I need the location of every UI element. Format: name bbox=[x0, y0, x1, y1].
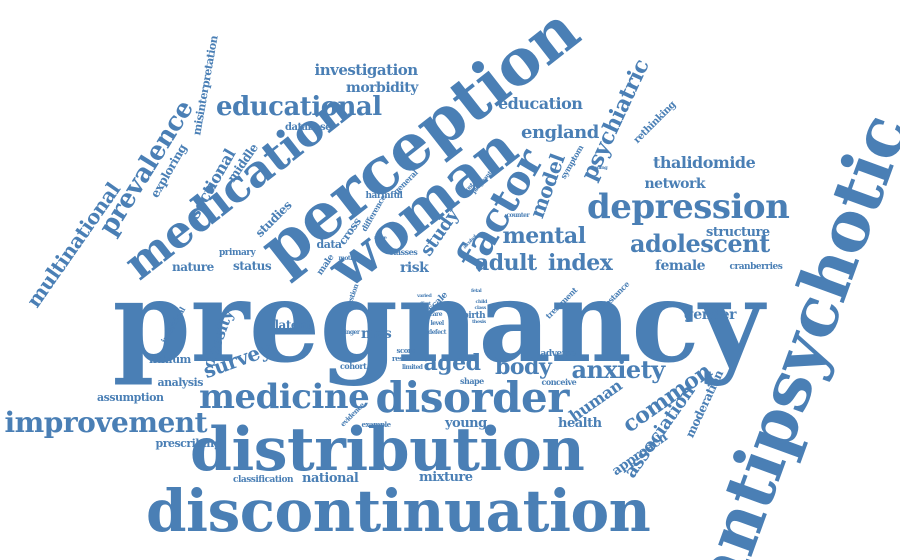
word-varied: varied bbox=[417, 292, 432, 299]
word-anxiety: anxiety bbox=[571, 355, 666, 384]
word-lithium: lithium bbox=[149, 352, 191, 366]
word-result: result bbox=[392, 353, 413, 363]
word-index: index bbox=[548, 250, 613, 276]
word-network: network bbox=[644, 176, 706, 192]
word-mixture: mixture bbox=[419, 469, 473, 485]
word-morbidity: morbidity bbox=[346, 80, 418, 96]
word-health: health bbox=[558, 415, 602, 431]
word-example: example bbox=[361, 419, 392, 429]
word-pregnancy: pregnancy bbox=[112, 257, 765, 388]
word-care: care bbox=[429, 311, 443, 318]
word-counter: counter bbox=[506, 212, 530, 219]
word-database: database bbox=[285, 122, 332, 133]
word-psychiatric: psychiatric bbox=[575, 55, 655, 185]
word-harmful: harmful bbox=[365, 190, 403, 201]
word-structure: structure bbox=[706, 224, 770, 240]
word-classes: classes bbox=[389, 247, 418, 257]
word-depression: depression bbox=[587, 187, 790, 227]
word-aged: aged bbox=[423, 350, 482, 376]
word-finding: finding bbox=[590, 164, 608, 171]
word-body: body bbox=[495, 354, 552, 380]
word-nature: nature bbox=[172, 260, 214, 274]
word-cohort: cohort bbox=[340, 361, 367, 371]
word-defect: defect bbox=[428, 329, 446, 336]
word-england: england bbox=[521, 122, 599, 143]
word-class: class bbox=[474, 304, 487, 311]
word-classification: classification bbox=[233, 474, 294, 485]
word-adverse: adverse bbox=[540, 348, 577, 359]
word-thesis: thesis bbox=[472, 318, 486, 325]
word-status: status bbox=[233, 259, 272, 273]
word-data: data bbox=[316, 237, 343, 251]
word-more: more bbox=[374, 234, 387, 241]
word-misinterpretation: misinterpretation bbox=[189, 34, 221, 136]
word-fetal: fetal bbox=[471, 287, 482, 294]
word-distribution: distribution bbox=[190, 415, 585, 485]
word-child: child bbox=[475, 298, 488, 305]
word-limited: limited bbox=[402, 364, 423, 371]
word-primary: primary bbox=[219, 247, 256, 258]
word-conceive: conceive bbox=[541, 377, 577, 387]
word-mas: mas bbox=[361, 326, 392, 342]
word-national: national bbox=[302, 470, 359, 486]
word-adult: adult bbox=[475, 250, 537, 276]
word-mental: mental bbox=[502, 223, 587, 249]
word-cranberries: cranberries bbox=[729, 261, 783, 272]
word-shape: shape bbox=[460, 376, 484, 386]
word-investigation: investigation bbox=[314, 60, 419, 79]
word-score: score bbox=[396, 345, 416, 355]
word-female: female bbox=[655, 258, 706, 274]
word-young: young bbox=[445, 415, 487, 431]
word-effect: effect bbox=[417, 300, 432, 307]
word-birth: birth bbox=[462, 310, 486, 321]
word-assumption: assumption bbox=[97, 390, 164, 404]
word-education: education bbox=[498, 94, 583, 113]
word-discontinuation: discontinuation bbox=[146, 477, 651, 545]
word-analysis: analysis bbox=[157, 375, 204, 389]
word-medicine: medicine bbox=[199, 377, 370, 417]
word-level: level bbox=[430, 320, 445, 327]
word-mother: mother bbox=[338, 255, 361, 262]
word-ginger: ginger bbox=[340, 329, 361, 336]
word-multinational: multinational bbox=[21, 178, 126, 312]
word-thalidomide: thalidomide bbox=[653, 153, 756, 172]
word-risk: risk bbox=[400, 260, 429, 276]
word-adolescent: adolescent bbox=[630, 229, 770, 258]
word-gender: gender bbox=[684, 307, 736, 323]
word-rethinking: rethinking bbox=[631, 99, 678, 146]
word-educational: educational bbox=[216, 92, 382, 122]
word-prescribing: prescribing bbox=[155, 436, 222, 450]
word-latent: latent bbox=[274, 318, 312, 332]
word-improvement: improvement bbox=[4, 406, 208, 439]
word-disorder: disorder bbox=[375, 373, 570, 422]
